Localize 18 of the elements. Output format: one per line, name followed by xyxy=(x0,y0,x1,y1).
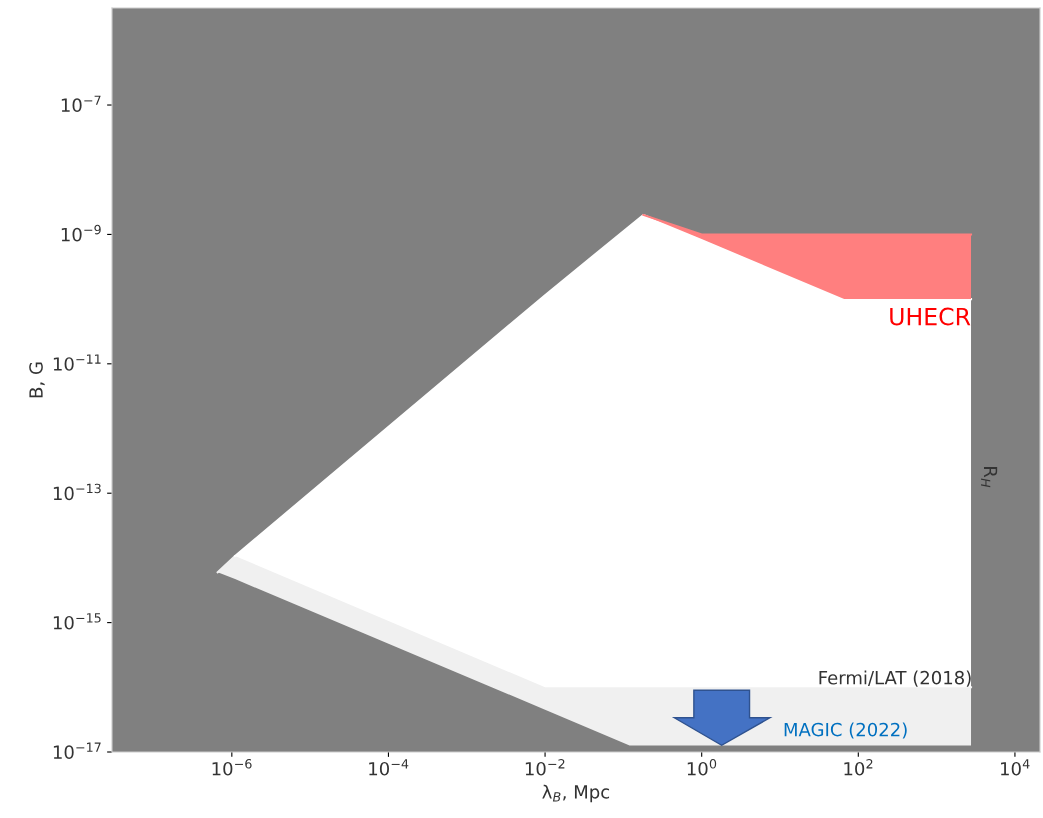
y-axis-title: B, G xyxy=(29,362,45,398)
y-tick-label: 10$^{−11}$ xyxy=(53,354,101,371)
annotation: MAGIC (2022) xyxy=(784,722,907,739)
text: UHECR xyxy=(890,307,971,326)
y-tick-label: 10$^{−13}$ xyxy=(53,483,101,501)
y-tick-label: 10$^{−17}$ xyxy=(53,742,101,759)
x-axis-title: λ$_{B}$, Mpc xyxy=(542,784,610,803)
annotation: R$_{H}$ xyxy=(981,467,998,488)
x-tick-label: 10$^{2}$ xyxy=(844,759,873,776)
x-tick-label: 10$^{4}$ xyxy=(1001,759,1030,776)
y-tick-label: 10$^{−7}$ xyxy=(61,95,101,113)
y-tick-label: 10$^{−15}$ xyxy=(53,613,101,630)
y-tick-label: 10$^{−9}$ xyxy=(61,224,101,242)
x-tick-label: 10$^{−2}$ xyxy=(525,759,565,776)
x-tick-label: 10$^{0}$ xyxy=(687,759,717,776)
x-tick-label: 10$^{−4}$ xyxy=(369,759,409,776)
x-tick-label: 10$^{−6}$ xyxy=(212,759,252,776)
annotation: Fermi/LAT (2018) xyxy=(819,670,971,687)
